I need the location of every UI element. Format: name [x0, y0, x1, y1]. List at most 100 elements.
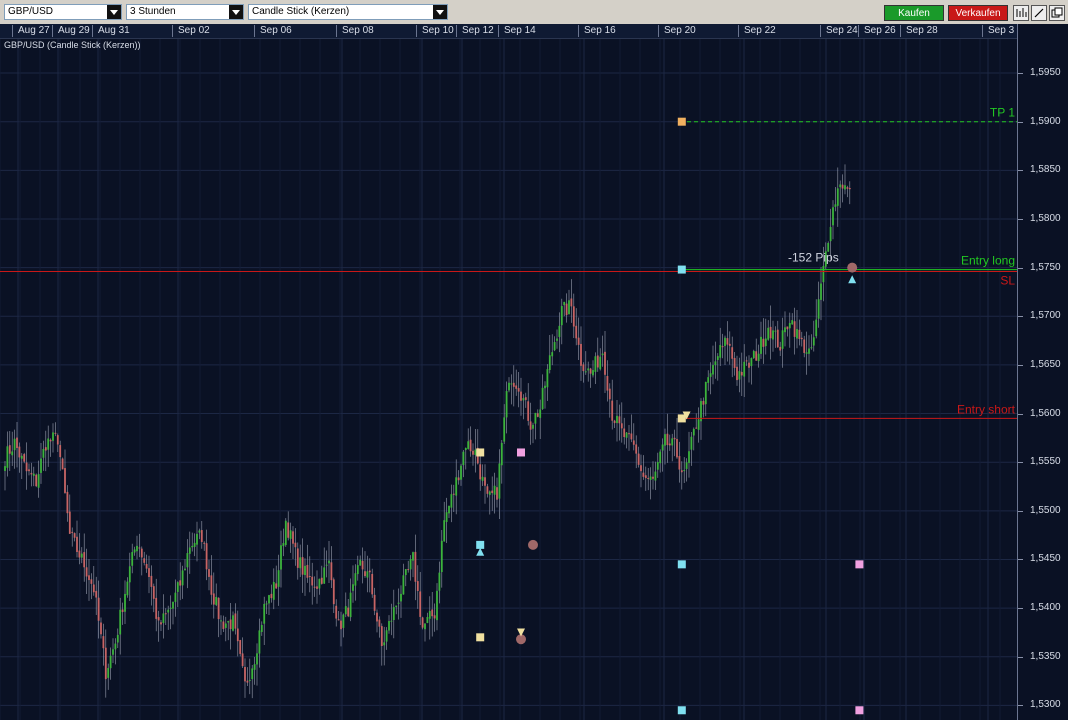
date-separator: [336, 25, 337, 37]
candle-body: [191, 545, 194, 548]
candle-body: [42, 448, 45, 458]
date-tick-label: Sep 24: [826, 25, 858, 36]
candle-body: [810, 347, 813, 349]
candle-body: [124, 593, 126, 612]
price-tick-label: 1,5550: [1030, 456, 1061, 468]
candle-body: [440, 540, 443, 573]
candle-body: [102, 636, 105, 649]
candle-body: [172, 601, 174, 609]
candlestick-chart: TP 1 Entry long SL Entry short -152 Pips: [0, 39, 1017, 720]
candle-body: [320, 577, 323, 584]
chevron-down-icon[interactable]: [229, 5, 243, 19]
candle-body: [210, 575, 213, 595]
candle-body: [688, 451, 690, 463]
marker-circle: [847, 262, 858, 273]
candle-body: [788, 322, 791, 329]
candle-body: [664, 434, 666, 446]
candle-body: [592, 370, 594, 376]
candle-body: [419, 591, 422, 617]
timeframe-select[interactable]: 3 Stunden: [126, 4, 244, 20]
date-tick-label: Sep 16: [584, 25, 616, 36]
candle-body: [318, 578, 321, 589]
candle-body: [512, 382, 515, 387]
date-separator: [416, 25, 417, 37]
candle-body: [205, 543, 208, 570]
candle-body: [220, 620, 222, 622]
candle-body: [152, 586, 155, 599]
candle-body: [352, 584, 354, 591]
price-tick-label: 1,5800: [1030, 212, 1061, 224]
window-icon[interactable]: [1049, 5, 1065, 21]
date-separator: [858, 25, 859, 37]
line-tool-icon[interactable]: [1031, 5, 1047, 21]
candle-body: [848, 187, 851, 190]
date-separator: [254, 25, 255, 37]
candle-body: [277, 570, 280, 587]
candle-body: [88, 575, 90, 581]
candle-body: [253, 664, 256, 670]
candle-body: [606, 376, 609, 391]
candle-body: [90, 579, 93, 584]
date-separator: [498, 25, 499, 37]
charttype-select[interactable]: Candle Stick (Kerzen): [248, 4, 448, 20]
bar-chart-icon[interactable]: [1013, 5, 1029, 21]
candle-body: [114, 643, 117, 650]
candle-body: [455, 477, 458, 496]
candle-body: [239, 640, 242, 654]
candle-body: [738, 371, 741, 380]
candle-body: [76, 536, 78, 552]
date-separator: [738, 25, 739, 37]
candle-body: [462, 451, 465, 466]
symbol-select[interactable]: GBP/USD: [4, 4, 122, 20]
candle-body: [448, 505, 450, 514]
candle-body: [49, 439, 52, 442]
candle-body: [392, 607, 395, 621]
candle-body: [116, 634, 119, 643]
sell-button[interactable]: Verkaufen: [948, 5, 1008, 21]
date-tick-label: Sep 08: [342, 25, 374, 36]
candle-body: [539, 409, 542, 418]
date-tick-label: Sep 10: [422, 25, 454, 36]
candle-body: [728, 343, 731, 346]
date-tick-label: Sep 3: [988, 25, 1015, 36]
candle-body: [673, 437, 676, 440]
date-tick-label: Sep 12: [462, 25, 494, 36]
candle-body: [64, 468, 66, 493]
candle-body: [529, 421, 532, 430]
candle-body: [136, 545, 138, 552]
candle-body: [700, 401, 702, 422]
candle-body: [196, 533, 198, 545]
candle-body: [719, 345, 722, 358]
candle-body: [781, 330, 784, 349]
candle-body: [786, 326, 789, 330]
candle-body: [546, 369, 549, 388]
trade-line-label: Entry short: [957, 402, 1016, 416]
candle-body: [37, 474, 40, 488]
price-tick: [1018, 559, 1023, 561]
candle-body: [685, 462, 688, 469]
marker-triangle-down: [682, 411, 691, 420]
candle-body: [608, 388, 611, 400]
candle-body: [484, 477, 486, 486]
candle-body: [635, 444, 638, 454]
marker-square: [677, 706, 686, 715]
candle-body: [121, 609, 124, 613]
candle-body: [332, 579, 335, 605]
candle-body: [517, 388, 520, 392]
candle-body: [570, 298, 573, 307]
candle-body: [229, 619, 232, 630]
candle-body: [436, 590, 438, 621]
price-tick-label: 1,5700: [1030, 310, 1061, 322]
candle-body: [438, 572, 441, 591]
candle-body: [404, 569, 407, 576]
candle-body: [656, 462, 659, 470]
candle-body: [361, 560, 364, 570]
candle-body: [56, 435, 59, 445]
candle-body: [68, 511, 71, 534]
buy-button[interactable]: Kaufen: [884, 5, 944, 21]
price-tick-label: 1,5600: [1030, 407, 1061, 419]
candle-body: [745, 360, 748, 362]
chevron-down-icon[interactable]: [433, 5, 447, 19]
chevron-down-icon[interactable]: [107, 5, 121, 19]
marker-square: [476, 633, 485, 642]
